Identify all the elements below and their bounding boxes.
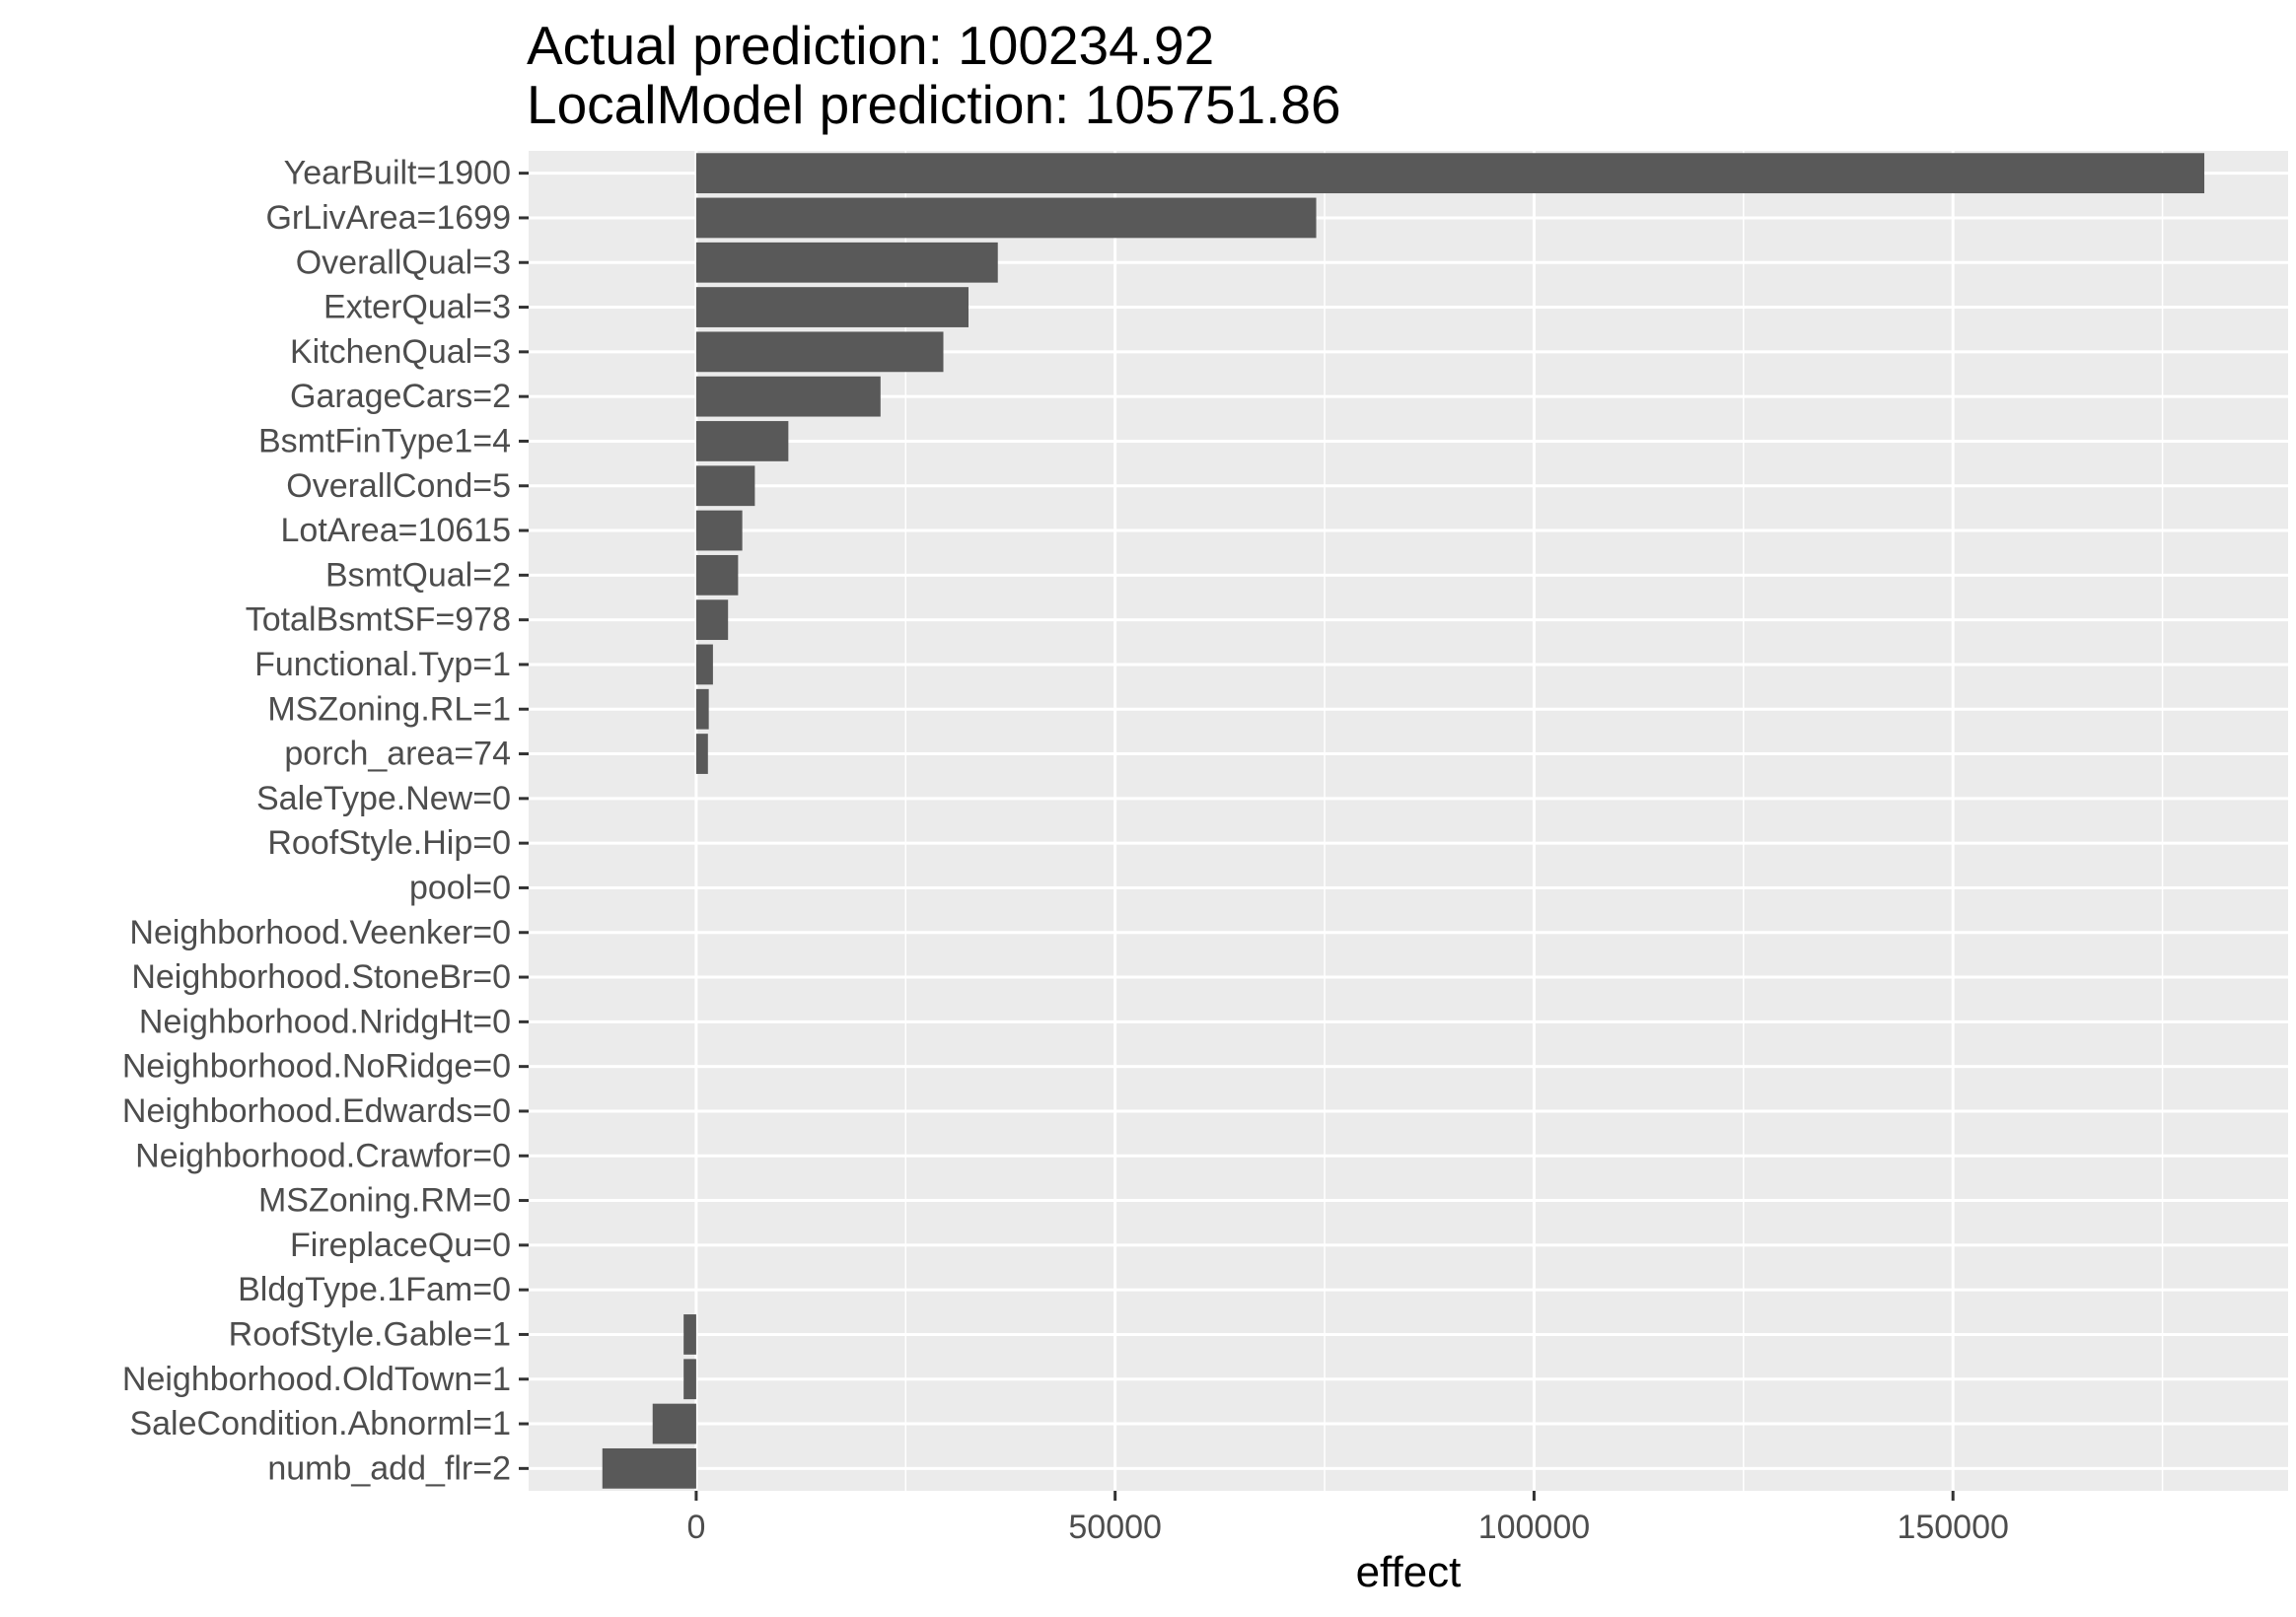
bar xyxy=(695,554,739,596)
y-tick-label: SaleCondition.Abnorml=1 xyxy=(129,1405,511,1442)
y-tick-label: OverallQual=3 xyxy=(296,244,511,281)
y-tick-label: Neighborhood.StoneBr=0 xyxy=(131,958,511,996)
x-axis: 0 50000 100000 150000 xyxy=(686,1491,2009,1546)
x-tick-label: 0 xyxy=(686,1509,705,1546)
bar xyxy=(695,465,755,507)
y-tick-label: LotArea=10615 xyxy=(281,512,511,549)
y-tick-label: ExterQual=3 xyxy=(323,289,511,326)
y-tick-label: MSZoning.RL=1 xyxy=(267,690,511,728)
y-tick-label: numb_add_flr=2 xyxy=(267,1449,511,1487)
x-axis-label: effect xyxy=(1355,1548,1462,1596)
bar xyxy=(602,1447,696,1489)
bar xyxy=(695,510,743,551)
y-tick-label: RoofStyle.Hip=0 xyxy=(267,824,511,862)
y-tick-label: GarageCars=2 xyxy=(290,378,511,415)
bar xyxy=(695,197,1317,239)
y-tick-label: porch_area=74 xyxy=(284,736,511,773)
y-tick-label: FireplaceQu=0 xyxy=(290,1227,511,1264)
bar xyxy=(695,599,729,641)
y-tick-label: RoofStyle.Gable=1 xyxy=(229,1315,511,1353)
y-tick-label: BsmtFinType1=4 xyxy=(258,422,511,459)
x-tick-label: 50000 xyxy=(1068,1509,1162,1546)
y-tick-label: Neighborhood.Edwards=0 xyxy=(122,1092,511,1130)
y-tick-label: YearBuilt=1900 xyxy=(284,155,511,192)
y-tick-label: Neighborhood.NoRidge=0 xyxy=(122,1048,511,1086)
y-tick-label: Neighborhood.NridgHt=0 xyxy=(139,1003,511,1040)
bar xyxy=(695,421,789,461)
y-tick-label: SaleType.New=0 xyxy=(256,780,511,817)
bar xyxy=(695,688,709,730)
y-tick-label: Neighborhood.OldTown=1 xyxy=(122,1361,511,1398)
chart-subtitle: LocalModel prediction: 105751.86 xyxy=(527,74,1341,135)
bar xyxy=(695,153,2205,194)
x-tick-label: 100000 xyxy=(1478,1509,1590,1546)
y-tick-label: BldgType.1Fam=0 xyxy=(238,1271,511,1308)
plot-panel xyxy=(529,151,2288,1491)
y-tick-label: KitchenQual=3 xyxy=(290,333,511,371)
bar xyxy=(695,644,713,685)
bars xyxy=(602,153,2205,1489)
x-tick-label: 150000 xyxy=(1897,1509,2008,1546)
y-tick-label: Neighborhood.Veenker=0 xyxy=(129,914,511,951)
y-tick-label: OverallCond=5 xyxy=(286,467,511,505)
y-tick-label: MSZoning.RM=0 xyxy=(258,1182,511,1220)
bar xyxy=(695,734,708,774)
bar xyxy=(683,1314,696,1355)
y-tick-label: Functional.Typ=1 xyxy=(254,646,511,683)
y-tick-label: GrLivArea=1699 xyxy=(265,199,511,237)
y-tick-label: Neighborhood.Crawfor=0 xyxy=(135,1137,511,1174)
bar xyxy=(695,242,998,283)
bar xyxy=(695,376,881,417)
bar xyxy=(695,287,969,327)
y-tick-label: pool=0 xyxy=(409,869,511,906)
y-tick-label: BsmtQual=2 xyxy=(325,556,511,594)
bar xyxy=(695,331,944,373)
minor-gridlines xyxy=(904,151,2164,1491)
y-tick-label: TotalBsmtSF=978 xyxy=(246,601,511,639)
bar xyxy=(683,1359,696,1400)
bar xyxy=(652,1403,696,1444)
chart-title: Actual prediction: 100234.92 xyxy=(527,15,1215,76)
y-axis: YearBuilt=1900 GrLivArea=1699 OverallQual=… xyxy=(122,155,529,1487)
